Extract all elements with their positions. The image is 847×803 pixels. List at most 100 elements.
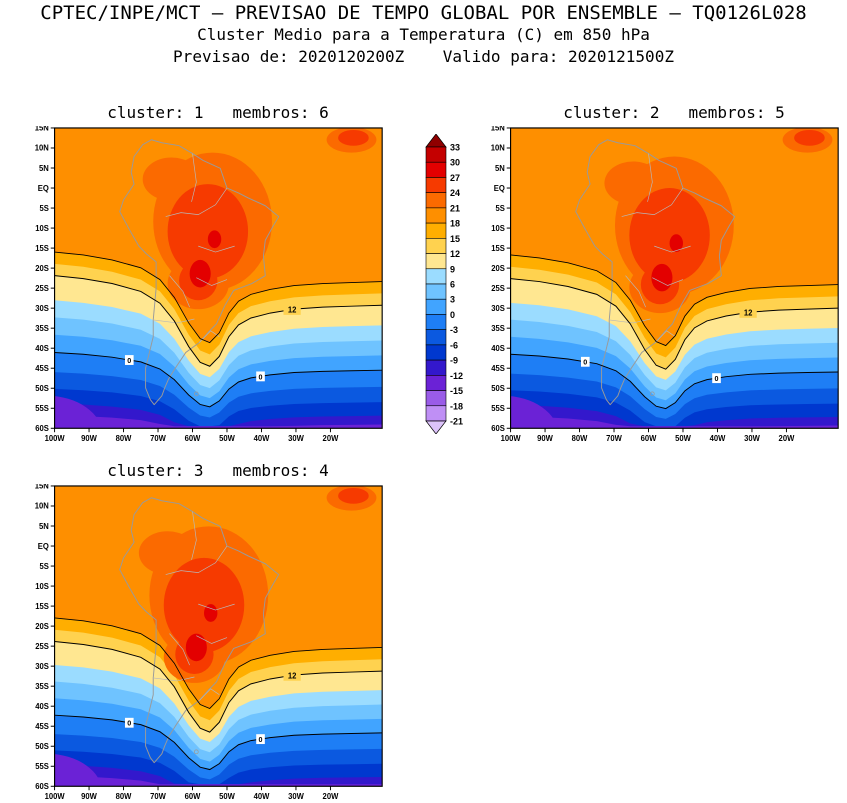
figure-title: CPTEC/INPE/MCT – PREVISAO DE TEMPO GLOBA…: [40, 2, 807, 24]
lon-tick-label: 100W: [501, 434, 522, 443]
colorbar-band: [425, 344, 447, 361]
contour-label-12: 12: [288, 305, 297, 314]
island-outline: [194, 749, 199, 755]
contour-label-0: 0: [127, 356, 131, 365]
lon-tick-label: 100W: [45, 792, 66, 801]
lat-tick-label: 40S: [491, 344, 505, 353]
contour-18: [54, 617, 383, 710]
island-outline: [194, 391, 199, 397]
temperature-fill-layers: 12 0 0: [54, 485, 383, 787]
contour-18: [54, 251, 383, 344]
lat-tick-label: 15S: [491, 244, 505, 253]
map-cluster-1: 12 0 0 15N 10N 5N EQ 5S 10S 15S 20S 25S 30S 35S 40S 45S…: [35, 126, 383, 443]
lon-tick-label: 40W: [254, 792, 270, 801]
warm-core-blob: [338, 129, 369, 146]
country-border: [191, 511, 197, 560]
colorbar-bottom-arrow: [425, 420, 447, 434]
country-border: [153, 318, 195, 324]
lat-tick-label: 15N: [491, 126, 505, 133]
colorbar-tick-label: 3: [450, 295, 455, 305]
warm-core-blob: [207, 230, 222, 249]
country-border: [196, 277, 228, 286]
warm-core-blob: [651, 263, 673, 292]
lon-tick-label: 50W: [219, 792, 235, 801]
map-frame: [509, 127, 839, 429]
contour-0: [510, 353, 839, 410]
country-border: [198, 245, 235, 253]
lat-tick-label: 60S: [35, 782, 49, 791]
country-border: [198, 603, 235, 611]
lat-tick-label: 45S: [35, 364, 49, 373]
lat-tick-label: 5N: [39, 164, 49, 173]
lon-tick-label: 90W: [81, 434, 97, 443]
lat-tick-label: 60S: [491, 424, 505, 433]
contour-label-0: 0: [583, 358, 587, 367]
lat-tick-label: 35S: [35, 682, 49, 691]
colorbar-band: [425, 314, 447, 330]
colorbar-top-arrow: [425, 134, 447, 148]
lon-tick-label: 100W: [45, 434, 66, 443]
colorbar-band: [425, 298, 447, 315]
colorbar-tick-label: -9: [450, 356, 458, 366]
warm-core-blob: [185, 633, 207, 662]
country-border: [621, 187, 684, 217]
lat-tick-label: 45S: [491, 364, 505, 373]
lat-tick-label: 30S: [35, 662, 49, 671]
lon-tick-label: 40W: [254, 434, 270, 443]
warm-core-blob: [338, 487, 369, 504]
lat-tick-label: 35S: [35, 324, 49, 333]
lat-tick-label: 40S: [35, 702, 49, 711]
country-border: [169, 275, 190, 308]
colorbar-band: [425, 359, 447, 376]
colorbar-band: [425, 146, 447, 163]
warm-core-blob: [794, 129, 825, 146]
contour-label-0: 0: [127, 719, 131, 728]
temperature-fill-layers: 12 0 0: [54, 127, 383, 429]
lon-tick-label: 30W: [288, 792, 304, 801]
colorbar-tick-label: 12: [450, 249, 460, 259]
contour-label-0: 0: [259, 372, 263, 381]
country-border: [654, 245, 691, 253]
colorbar-tick-label: 27: [450, 173, 460, 183]
country-border: [652, 277, 684, 286]
lon-tick-label: 70W: [150, 434, 166, 443]
island-outline: [650, 391, 655, 397]
lat-tick-label: 10S: [35, 224, 49, 233]
contour-label-12: 12: [744, 308, 753, 317]
lat-tick-label: 10N: [35, 144, 49, 153]
colorbar-tick-label: 30: [450, 158, 460, 168]
map-cluster-2: 12 0 0 15N 10N 5N EQ 5S 10S 15S 20S 25S 30S 35S 40S 45S…: [491, 126, 839, 443]
country-border: [153, 676, 195, 682]
panel-title-cluster-3: cluster: 3 membros: 4: [107, 461, 329, 480]
contour-label-0: 0: [259, 735, 263, 744]
lat-tick-label: 25S: [35, 284, 49, 293]
lon-tick-label: 80W: [116, 434, 132, 443]
lat-tick-label: 10N: [35, 502, 49, 511]
lat-tick-label: 5S: [39, 562, 48, 571]
colorbar-band: [425, 253, 447, 270]
lat-tick-label: 10S: [491, 224, 505, 233]
contour-0: [54, 351, 383, 408]
lat-tick-label: 50S: [35, 742, 49, 751]
lat-tick-label: EQ: [38, 184, 49, 193]
lat-tick-label: 60S: [35, 424, 49, 433]
lon-tick-label: 20W: [779, 434, 795, 443]
temperature-fill-layers: 12 0 0: [510, 127, 839, 429]
country-border: [625, 275, 646, 308]
colorbar-tick-label: -15: [450, 386, 463, 396]
panel-title-cluster-1: cluster: 1 membros: 6: [107, 103, 329, 122]
warm-core-blob: [669, 234, 683, 253]
warm-core-blob: [167, 184, 249, 279]
warm-core-blob: [189, 259, 211, 288]
lat-tick-label: 15S: [35, 244, 49, 253]
lat-tick-label: 30S: [491, 304, 505, 313]
colorbar-band: [425, 375, 447, 391]
colorbar-band: [425, 192, 447, 209]
lon-tick-label: 50W: [675, 434, 691, 443]
country-border: [198, 688, 220, 701]
colorbar-tick-label: -6: [450, 340, 458, 350]
lat-tick-label: 10S: [35, 582, 49, 591]
lon-tick-label: 20W: [323, 434, 339, 443]
map-cluster-3: 12 0 0 15N 10N 5N EQ 5S 10S 15S 20S 25S 30S 35S 40S 45S…: [35, 484, 383, 801]
